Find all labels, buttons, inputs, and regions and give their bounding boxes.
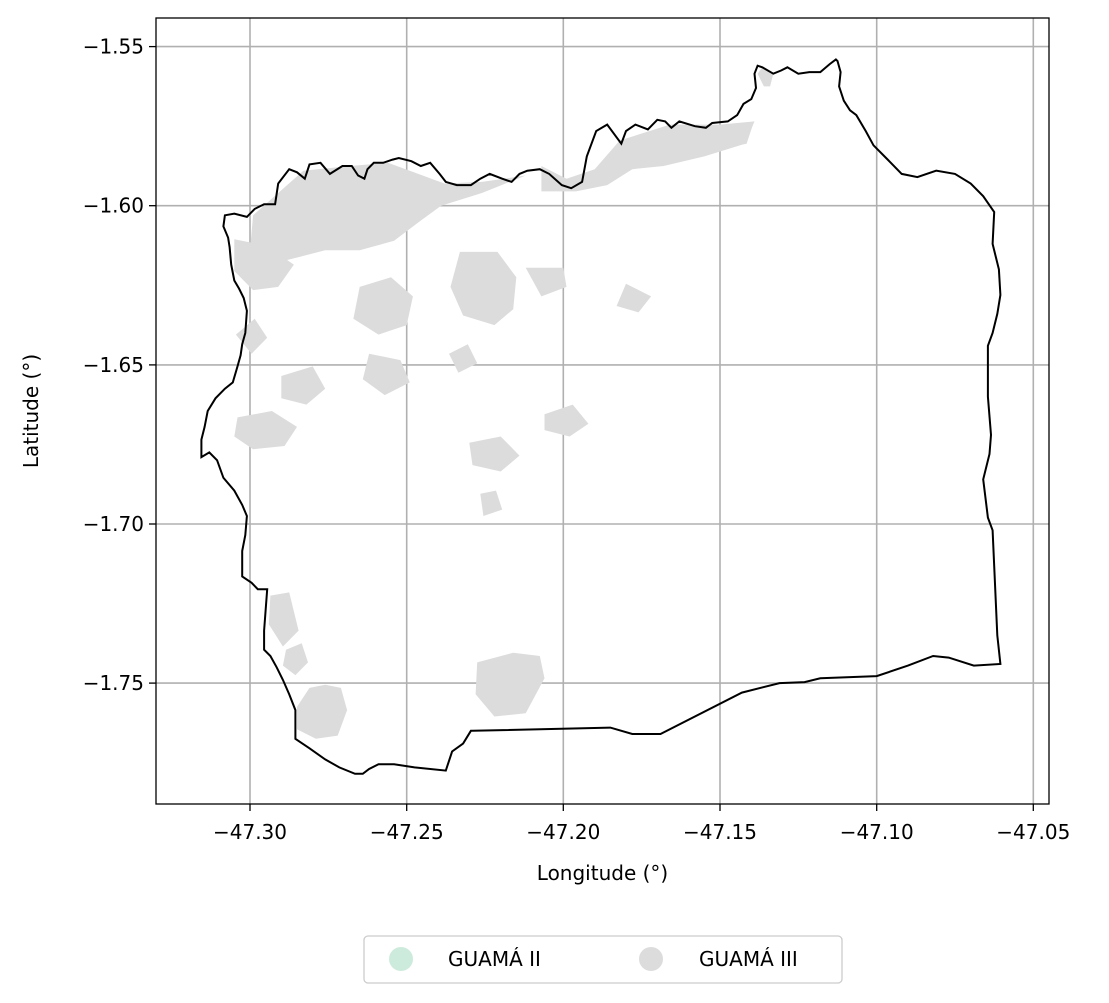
y-tick-label: −1.65 [83, 353, 144, 377]
legend-swatch-guama-iii [639, 947, 663, 971]
x-tick-label: −47.10 [840, 820, 914, 844]
y-tick-label: −1.60 [83, 194, 144, 218]
legend-label-guama-ii: GUAMÁ II [448, 947, 541, 971]
legend-label-guama-iii: GUAMÁ III [699, 947, 798, 971]
legend-swatch-guama-ii [389, 947, 413, 971]
x-tick-label: −47.25 [370, 820, 444, 844]
x-tick-label: −47.20 [526, 820, 600, 844]
y-tick-label: −1.75 [83, 671, 144, 695]
x-axis-label: Longitude (°) [537, 861, 668, 885]
y-tick-label: −1.55 [83, 35, 144, 59]
x-tick-label: −47.15 [683, 820, 757, 844]
legend: GUAMÁ II GUAMÁ III [364, 936, 842, 983]
x-tick-label: −47.05 [996, 820, 1070, 844]
y-axis-label: Latitude (°) [19, 354, 43, 468]
x-tick-label: −47.30 [213, 820, 287, 844]
y-tick-label: −1.70 [83, 512, 144, 536]
